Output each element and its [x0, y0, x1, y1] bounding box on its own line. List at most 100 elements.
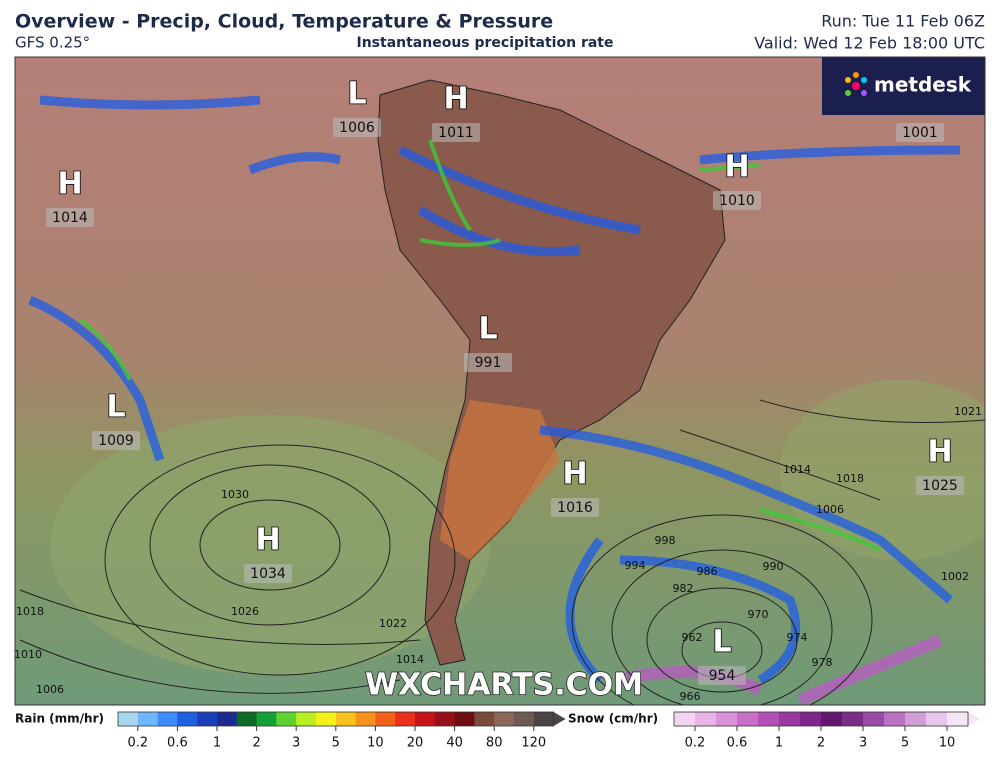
model: GFS 0.25° [15, 34, 90, 52]
pressure-value: 954 [709, 668, 736, 684]
rain-legend-label: Rain (mm/hr) [15, 712, 104, 726]
pressure-letter: L [106, 390, 125, 425]
pressure-value-box [698, 666, 746, 685]
pressure-value: 991 [475, 355, 502, 371]
pressure-letter: H [724, 150, 749, 185]
pressure-value-box [432, 123, 480, 142]
isobar-label: 1010 [14, 648, 42, 661]
warm-area [440, 400, 560, 560]
pressure-letter: H [255, 523, 280, 558]
snow-color [800, 712, 822, 726]
pressure-letter: H [57, 167, 82, 202]
isobar-label: 982 [673, 582, 694, 595]
pressure-value-box [92, 431, 140, 450]
snow-color [926, 712, 948, 726]
rain-color [217, 712, 238, 726]
watermark: WXCHARTS.COM [365, 668, 643, 703]
isobar-label: 986 [697, 565, 718, 578]
pressure-value-box [551, 498, 599, 517]
rain-color [514, 712, 535, 726]
rain-color [157, 712, 178, 726]
isobar-label: 978 [812, 656, 833, 669]
rain-color [434, 712, 456, 726]
isobar-label: 1018 [16, 605, 44, 618]
isobar-label: 998 [655, 534, 676, 547]
snow-tick-label: 5 [901, 736, 909, 751]
pressure-systems: L 1006 H 1011 H 1014 H 1010 1001 L 991 L 1009 H 1016 H 1… [46, 76, 964, 685]
rain-color [256, 712, 277, 726]
isobar-label: 1026 [231, 605, 259, 618]
pressure-value: 1001 [902, 125, 938, 141]
pressure-value: 1016 [557, 500, 593, 516]
snow-color [884, 712, 906, 726]
pressure-value: 1006 [339, 120, 375, 136]
rain-tick-label: 0.2 [127, 736, 148, 751]
rain-color [395, 712, 416, 726]
isobar-label: 1002 [941, 570, 969, 583]
legend: 0.2 0.6 1 2 3 5 10 20 40 80 120 0.2 0.6 1 2 3 5 10 [117, 711, 980, 751]
logo-box [822, 57, 985, 115]
rain-color [355, 712, 376, 726]
isobar-label: 962 [682, 631, 703, 644]
rain-color [454, 712, 475, 726]
pressure-value-box [713, 191, 761, 210]
logo-icon [845, 72, 867, 96]
snow-arrow [968, 712, 980, 726]
snow-legend-label: Snow (cm/hr) [568, 712, 658, 726]
high-pressure-area [50, 415, 490, 675]
rain-color [533, 712, 555, 726]
pressure-value: 1034 [250, 566, 286, 582]
rain-color [276, 712, 297, 726]
rain-tick-label: 40 [446, 736, 463, 751]
rain-color [118, 712, 139, 726]
isobar-label: 1030 [221, 488, 249, 501]
snow-color [737, 712, 759, 726]
pressure-value-box [46, 208, 94, 227]
precipitation [28, 95, 961, 684]
snow-tick-label: 1 [775, 736, 783, 751]
pressure-letter: H [927, 435, 952, 470]
pressure-value-box [916, 476, 964, 495]
rain-tick-label: 10 [367, 736, 384, 751]
rain-arrow [553, 712, 566, 726]
pressure-value-box [896, 123, 944, 142]
snow-tick-label: 10 [939, 736, 956, 751]
rain-tick-label: 80 [486, 736, 503, 751]
rain-color [335, 712, 357, 726]
rain-color [236, 712, 258, 726]
rain-color [137, 712, 159, 726]
snow-color [947, 712, 969, 726]
pressure-value: 1011 [438, 125, 474, 141]
isobar-labels: 1030 1026 1022 1018 1014 1010 1006 1014 1018 1021… [14, 405, 982, 703]
rain-color [316, 712, 337, 726]
isobar-label: 974 [787, 631, 808, 644]
rain-tick-label: 20 [407, 736, 424, 751]
snow-tick-label: 2 [817, 736, 825, 751]
pressure-letter: H [562, 457, 587, 492]
rain-tick-label: 1 [213, 736, 221, 751]
isobar-label: 990 [763, 560, 784, 573]
snow-tick-label: 3 [859, 736, 867, 751]
rain-color [415, 712, 436, 726]
snow-color [842, 712, 864, 726]
map: 1030 1026 1022 1018 1014 1010 1006 1014 1018 1021… [14, 57, 985, 705]
pressure-letter: L [712, 625, 731, 660]
pressure-letter: L [478, 312, 497, 347]
snow-tick-label: 0.6 [727, 736, 748, 751]
isobar-label: 1014 [396, 653, 424, 666]
isobar-label: 970 [748, 608, 769, 621]
rain-color [296, 712, 317, 726]
rain-color [177, 712, 198, 726]
isobar-label: 1014 [783, 463, 811, 476]
pressure-value-box [244, 564, 292, 583]
pressure-value: 1010 [719, 193, 755, 209]
rain-tick-label: 3 [292, 736, 300, 751]
pressure-letter: L [347, 77, 366, 112]
isobar-label: 1022 [379, 617, 407, 630]
rain-tick-label: 5 [332, 736, 340, 751]
map-frame [14, 56, 986, 706]
valid-time: Valid: Wed 12 Feb 18:00 UTC [754, 34, 985, 53]
rain-tick-label: 0.6 [167, 736, 188, 751]
precipitation-heavy [78, 139, 881, 552]
